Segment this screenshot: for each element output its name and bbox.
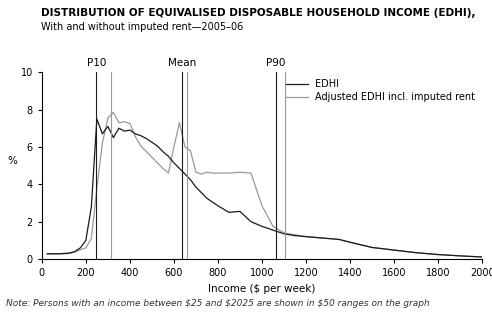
Text: Note: Persons with an income between $25 and $2025 are shown in $50 ranges on th: Note: Persons with an income between $25… (6, 299, 430, 308)
Text: Mean: Mean (167, 58, 196, 68)
Y-axis label: %: % (7, 156, 17, 166)
X-axis label: Income ($ per week): Income ($ per week) (208, 284, 316, 294)
Legend: EDHI, Adjusted EDHI incl. imputed rent: EDHI, Adjusted EDHI incl. imputed rent (284, 77, 477, 104)
Text: P90: P90 (266, 58, 285, 68)
Text: With and without imputed rent—2005–06: With and without imputed rent—2005–06 (41, 22, 244, 32)
Text: 5.2: 5.2 (11, 20, 31, 33)
Text: P10: P10 (87, 58, 106, 68)
Text: DISTRIBUTION OF EQUIVALISED DISPOSABLE HOUSEHOLD INCOME (EDHI),: DISTRIBUTION OF EQUIVALISED DISPOSABLE H… (41, 8, 476, 18)
